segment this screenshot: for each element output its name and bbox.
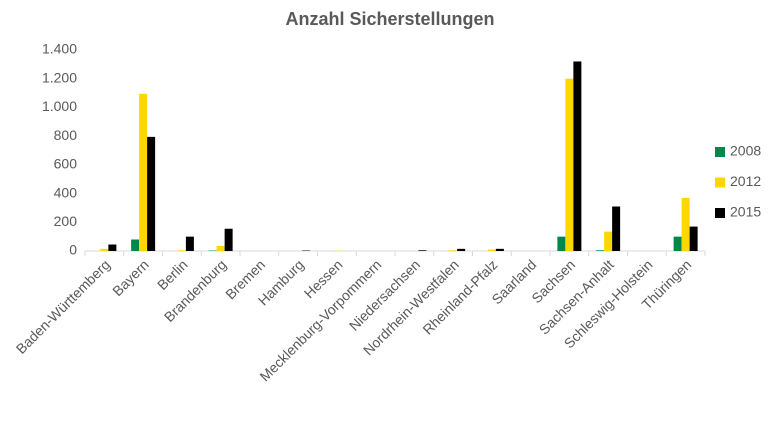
bar — [689, 226, 698, 251]
y-tick-label: 200 — [54, 213, 78, 229]
x-tick-label: Baden-Württemberg — [13, 256, 113, 356]
bar — [100, 248, 109, 251]
legend-label: 2015 — [730, 204, 761, 220]
bar — [108, 244, 117, 251]
bar — [604, 231, 613, 251]
y-tick-label: 1.400 — [42, 41, 77, 57]
bar — [612, 206, 621, 251]
bar — [177, 250, 186, 251]
bar — [216, 245, 225, 251]
legend-swatch — [715, 147, 725, 157]
bar — [573, 61, 582, 251]
bar — [457, 248, 466, 251]
y-tick-label: 800 — [54, 127, 78, 143]
bar — [681, 197, 690, 251]
y-tick-label: 0 — [69, 242, 77, 258]
chart-title: Anzahl Sicherstellungen — [285, 9, 494, 29]
legend-swatch — [715, 177, 725, 188]
bar — [185, 236, 194, 251]
legend-label: 2008 — [730, 143, 761, 159]
bar — [139, 93, 148, 252]
x-tick-label: Berlin — [154, 256, 191, 293]
y-tick-label: 400 — [54, 184, 78, 200]
bar — [131, 239, 140, 251]
y-tick-label: 1.000 — [42, 98, 77, 114]
bar — [449, 250, 458, 251]
bar — [495, 248, 504, 251]
bar — [565, 78, 574, 251]
bar — [224, 228, 233, 251]
bar — [673, 236, 682, 251]
bar — [596, 250, 605, 251]
y-tick-label: 1.200 — [42, 69, 77, 85]
bar — [418, 250, 427, 251]
bar — [147, 136, 156, 251]
bar — [557, 236, 566, 251]
x-tick-label: Bayern — [109, 256, 152, 299]
y-tick-label: 600 — [54, 156, 78, 172]
legend-label: 2012 — [730, 173, 761, 189]
legend-swatch — [715, 208, 725, 218]
bar — [487, 249, 496, 251]
